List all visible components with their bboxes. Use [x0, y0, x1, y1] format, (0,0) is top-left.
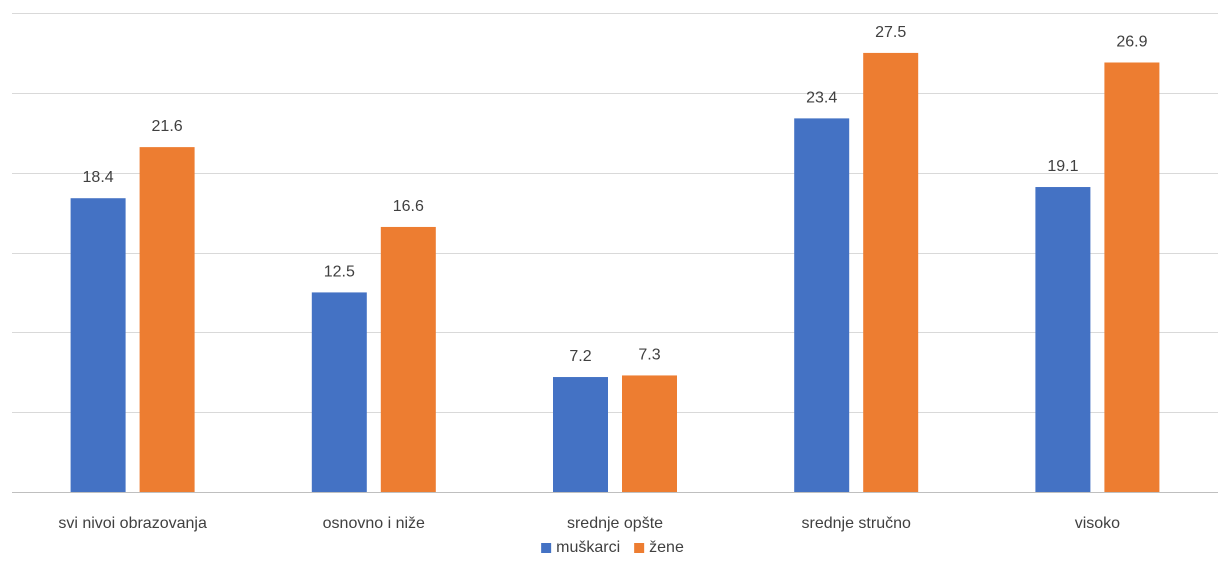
bar-zene [622, 375, 677, 492]
legend-item: muškarci [541, 539, 620, 556]
data-label: 18.4 [83, 169, 114, 186]
legend-label: žene [649, 539, 684, 556]
data-label: 19.1 [1047, 158, 1078, 175]
bar-muskarci [553, 377, 608, 492]
gridlines [12, 13, 1218, 493]
legend-item: žene [634, 539, 684, 556]
legend-swatch [541, 543, 552, 553]
data-label: 26.9 [1116, 33, 1147, 50]
bars [70, 52, 1160, 493]
bar-zene [139, 147, 195, 492]
bar-zene [1104, 62, 1160, 492]
x-tick-label: svi nivoi obrazovanja [58, 515, 207, 532]
data-label: 16.6 [393, 198, 424, 215]
bar-zene [380, 226, 436, 492]
x-axis-tick-labels: svi nivoi obrazovanja osnovno i niže sredn… [58, 515, 1120, 532]
data-label: 21.6 [152, 118, 183, 135]
data-label: 27.5 [875, 24, 906, 41]
data-labels: 18.4 21.6 12.5 16.6 7.2 7.3 23.4 27.5 19.1 26.9 [83, 24, 1148, 365]
x-tick-label: visoko [1075, 515, 1120, 532]
data-label: 12.5 [324, 263, 355, 280]
data-label: 7.2 [569, 348, 591, 365]
legend-label: muškarci [556, 539, 620, 556]
bar-muskarci [70, 198, 126, 493]
x-tick-label: srednje stručno [802, 515, 911, 532]
bar-muskarci [1035, 187, 1091, 492]
data-label: 23.4 [806, 89, 837, 106]
legend: muškarci žene [541, 539, 684, 556]
x-tick-label: osnovno i niže [323, 515, 425, 532]
bar-muskarci [311, 292, 367, 492]
legend-swatch [634, 543, 645, 553]
bar-muskarci [794, 118, 850, 492]
x-tick-label: srednje opšte [567, 515, 663, 532]
bar-zene [863, 52, 919, 493]
data-label: 7.3 [638, 346, 660, 363]
